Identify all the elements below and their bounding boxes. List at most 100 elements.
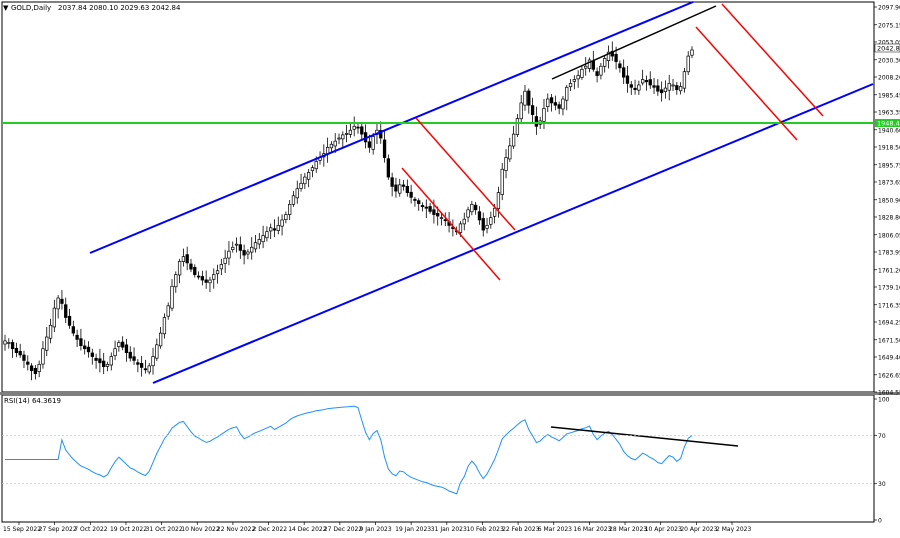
candle-body bbox=[109, 356, 113, 366]
candle-body bbox=[94, 357, 98, 361]
candle-body bbox=[71, 326, 75, 334]
date-tick-label: 31 Oct 2022 bbox=[146, 526, 183, 533]
candle-body bbox=[303, 176, 307, 185]
chart-ohlc: 2037.84 2080.10 2029.63 2042.84 bbox=[58, 4, 181, 12]
candle-body bbox=[185, 254, 189, 264]
candle-body bbox=[439, 217, 444, 219]
candle-body bbox=[337, 137, 341, 140]
candle-body bbox=[246, 251, 250, 255]
red-line-4 bbox=[721, 3, 824, 117]
candle-body bbox=[485, 225, 489, 229]
candle-body bbox=[14, 347, 19, 353]
candle-body bbox=[633, 87, 637, 90]
candle-body bbox=[67, 315, 72, 326]
rsi-axis: 100 70 30 0 bbox=[2, 397, 890, 525]
candle-body bbox=[257, 239, 261, 245]
candle-body bbox=[348, 129, 353, 135]
candle-body bbox=[546, 98, 550, 108]
candle-body bbox=[291, 195, 296, 205]
candle-body bbox=[242, 250, 246, 256]
date-tick-label: 9 Jan 2023 bbox=[360, 526, 392, 533]
candle-body bbox=[341, 134, 345, 140]
candle-body bbox=[561, 98, 565, 110]
candle-body bbox=[436, 212, 440, 217]
rsi-tick-label: 70 bbox=[878, 433, 886, 440]
candle-body bbox=[215, 270, 220, 275]
candle-body bbox=[595, 71, 599, 76]
candle-body bbox=[10, 342, 15, 350]
price-axis: 2097.90 2075.15 2053.05 2030.30 2008.20 1985.… bbox=[874, 5, 900, 397]
price-tick-label: 1828.80 bbox=[878, 215, 900, 222]
candle-body bbox=[527, 90, 531, 106]
candle-body bbox=[394, 184, 398, 192]
price-tick-label: 1604.55 bbox=[878, 390, 900, 397]
candle-body bbox=[614, 53, 618, 62]
candle-body bbox=[75, 334, 79, 340]
candle-body bbox=[417, 200, 421, 204]
candle-body bbox=[56, 297, 60, 310]
price-tick-label: 2053.05 bbox=[878, 40, 900, 47]
rsi-label: RSI(14) 64.3619 bbox=[4, 397, 61, 405]
candle-body bbox=[690, 49, 694, 56]
candle-body bbox=[314, 161, 318, 170]
candle-body bbox=[41, 348, 45, 365]
candle-body bbox=[641, 79, 645, 84]
candle-body bbox=[610, 50, 614, 57]
candle-body bbox=[675, 85, 679, 90]
candle-body bbox=[189, 263, 193, 270]
candle-body bbox=[481, 218, 485, 231]
candle-body bbox=[147, 365, 151, 373]
date-tick-label: 7 Oct 2022 bbox=[74, 526, 107, 533]
candle-body bbox=[22, 354, 26, 361]
price-tick-label: 1940.60 bbox=[878, 127, 900, 134]
red-line-1 bbox=[401, 167, 501, 281]
candle-body bbox=[139, 363, 144, 368]
price-tick-label: 1895.75 bbox=[878, 162, 900, 169]
candle-body bbox=[60, 298, 64, 304]
candle-body bbox=[170, 285, 174, 309]
candle-body bbox=[591, 60, 595, 70]
date-tick-label: 22 Nov 2022 bbox=[217, 526, 256, 533]
candle-body bbox=[265, 231, 269, 239]
price-tick-label: 1649.40 bbox=[878, 355, 900, 362]
date-tick-label: 10 Feb 2023 bbox=[466, 526, 504, 533]
candle-body bbox=[37, 363, 41, 372]
candle-body bbox=[276, 225, 280, 231]
candle-body bbox=[420, 205, 425, 208]
candle-body bbox=[344, 132, 349, 135]
candle-body bbox=[223, 257, 227, 264]
candle-body bbox=[132, 356, 136, 361]
candle-body bbox=[356, 126, 360, 129]
candle-body bbox=[196, 275, 201, 278]
chart-symbol-icon: ▼ bbox=[3, 4, 9, 12]
candle-body bbox=[496, 192, 501, 209]
candle-body bbox=[382, 139, 387, 158]
candle-body bbox=[121, 341, 125, 348]
candle-body bbox=[656, 85, 660, 92]
candle-body bbox=[637, 84, 641, 91]
candle-body bbox=[542, 108, 546, 122]
date-tick-label: 27 Dec 2022 bbox=[324, 526, 363, 533]
candle-body bbox=[227, 250, 231, 259]
candle-body bbox=[652, 85, 656, 88]
candle-body bbox=[105, 363, 110, 367]
chart-symbol: GOLD,Daily bbox=[11, 4, 51, 12]
date-tick-label: 31 Jan 2023 bbox=[431, 526, 467, 533]
candle-body bbox=[352, 125, 356, 130]
candle-body bbox=[424, 206, 428, 209]
candle-body bbox=[474, 204, 478, 211]
candle-body bbox=[250, 246, 254, 253]
candle-body bbox=[568, 83, 573, 88]
candle-body bbox=[143, 368, 148, 371]
candle-body bbox=[413, 198, 417, 201]
candle-body bbox=[379, 130, 383, 139]
candle-body bbox=[515, 118, 520, 135]
price-tick-label: 1626.65 bbox=[878, 372, 900, 379]
candle-body bbox=[557, 104, 561, 109]
candle-body bbox=[155, 344, 159, 359]
candle-body bbox=[329, 143, 334, 149]
date-tick-label: 10 Apr 2023 bbox=[645, 526, 682, 533]
date-tick-label: 14 Dec 2022 bbox=[288, 526, 327, 533]
resistance-black-line bbox=[551, 5, 717, 80]
